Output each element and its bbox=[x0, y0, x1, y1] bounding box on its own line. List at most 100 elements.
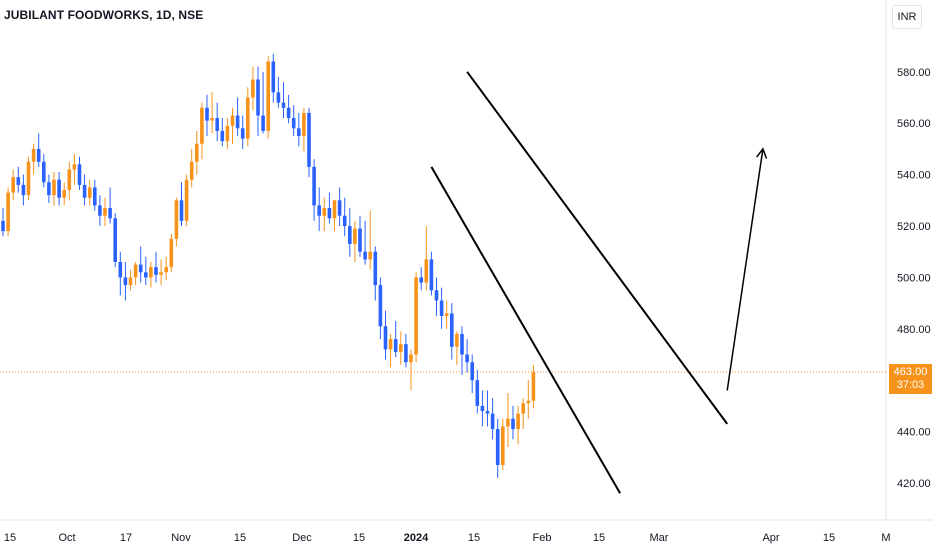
candle bbox=[235, 97, 240, 137]
candle bbox=[342, 197, 347, 237]
candle bbox=[414, 272, 418, 363]
candle bbox=[195, 130, 199, 175]
candle-body bbox=[21, 184, 26, 196]
price-axis: 420.00440.00460.00480.00500.00520.00540.… bbox=[897, 67, 931, 490]
candle-body bbox=[159, 272, 163, 275]
candle-body bbox=[220, 130, 225, 142]
candle-body bbox=[271, 61, 276, 93]
time-axis: 15 Oct 17 Nov 15 Dec 15 2024 15 Feb 15 Mar Apr 15 M bbox=[4, 532, 891, 544]
candle-body bbox=[455, 333, 459, 347]
candle bbox=[393, 321, 398, 358]
last-price-label: 463.00 37:03 bbox=[889, 364, 932, 394]
time-tick-label: Mar bbox=[650, 532, 669, 544]
candle-body bbox=[327, 208, 332, 219]
candle bbox=[531, 364, 536, 409]
candle-body bbox=[6, 192, 10, 232]
candle bbox=[47, 174, 51, 203]
candle bbox=[439, 287, 444, 329]
candle bbox=[220, 118, 225, 147]
candle-body bbox=[77, 164, 82, 185]
candle bbox=[98, 195, 102, 226]
time-tick-label: 2024 bbox=[404, 532, 429, 544]
currency-button[interactable]: INR bbox=[892, 5, 922, 29]
candle-body bbox=[281, 102, 286, 108]
candle-body bbox=[57, 179, 61, 198]
candle-body bbox=[266, 61, 270, 131]
candle-body bbox=[307, 112, 311, 167]
candle-body bbox=[378, 285, 383, 327]
candle-body bbox=[138, 264, 143, 273]
candle bbox=[516, 405, 520, 445]
candle bbox=[312, 159, 316, 221]
candle bbox=[465, 339, 469, 373]
price-tick-label: 520.00 bbox=[897, 221, 931, 233]
candle bbox=[52, 172, 56, 206]
candle bbox=[31, 143, 36, 175]
candle-body bbox=[302, 112, 306, 137]
candle bbox=[72, 154, 77, 185]
candle bbox=[1, 208, 5, 237]
candle-body bbox=[332, 200, 337, 219]
candle bbox=[149, 261, 153, 288]
candle-body bbox=[169, 238, 174, 268]
candle bbox=[118, 251, 123, 296]
candle bbox=[113, 213, 117, 268]
candle-body bbox=[337, 200, 342, 216]
candle-body bbox=[31, 148, 36, 162]
candle bbox=[87, 179, 92, 206]
candle-body bbox=[195, 143, 199, 162]
candle-body bbox=[465, 354, 469, 363]
candle-body bbox=[434, 290, 439, 301]
candle-body bbox=[450, 313, 454, 347]
candle bbox=[302, 107, 306, 152]
time-tick-label: 15 bbox=[353, 532, 365, 544]
candle bbox=[455, 331, 459, 365]
candle-body bbox=[348, 226, 352, 244]
candle-body bbox=[82, 184, 87, 198]
trendline-drawing[interactable] bbox=[430, 166, 621, 494]
candle-body bbox=[154, 267, 158, 275]
trendline-drawing[interactable] bbox=[466, 71, 729, 425]
candle-body bbox=[317, 205, 321, 216]
candle-body bbox=[11, 177, 15, 193]
candle-body bbox=[62, 190, 66, 198]
candle-body bbox=[429, 259, 434, 291]
candle-body bbox=[312, 166, 316, 206]
candle-body bbox=[511, 418, 515, 430]
candle-body bbox=[72, 164, 77, 170]
price-tick-label: 560.00 bbox=[897, 118, 931, 130]
price-tick-label: 420.00 bbox=[897, 478, 931, 490]
candle bbox=[144, 256, 148, 286]
candle-body bbox=[1, 220, 5, 232]
candle bbox=[67, 161, 72, 201]
arrow-drawing[interactable] bbox=[726, 147, 768, 391]
candle-body bbox=[393, 339, 398, 352]
candle bbox=[363, 220, 367, 265]
candle-body bbox=[36, 148, 41, 162]
candles-layer bbox=[1, 53, 536, 478]
candle bbox=[281, 82, 286, 119]
candle bbox=[470, 354, 474, 394]
candle-body bbox=[108, 208, 112, 219]
candle-body bbox=[475, 380, 480, 406]
candle-body bbox=[210, 118, 214, 121]
candle-body bbox=[16, 177, 21, 185]
candle bbox=[62, 182, 66, 206]
candle-body bbox=[98, 205, 102, 216]
price-tick-label: 500.00 bbox=[897, 272, 931, 284]
candle-body bbox=[261, 115, 265, 131]
candle bbox=[404, 333, 408, 368]
candle bbox=[261, 71, 265, 134]
candle bbox=[205, 94, 209, 137]
candle-body bbox=[368, 251, 372, 260]
candle-body bbox=[501, 426, 505, 466]
candle-body bbox=[118, 261, 123, 278]
candle-body bbox=[363, 251, 367, 260]
candle-body bbox=[399, 344, 403, 352]
candle-body bbox=[123, 277, 128, 286]
candle bbox=[373, 246, 378, 301]
candle bbox=[6, 187, 10, 237]
candle bbox=[246, 87, 250, 147]
candle-body bbox=[322, 208, 327, 216]
